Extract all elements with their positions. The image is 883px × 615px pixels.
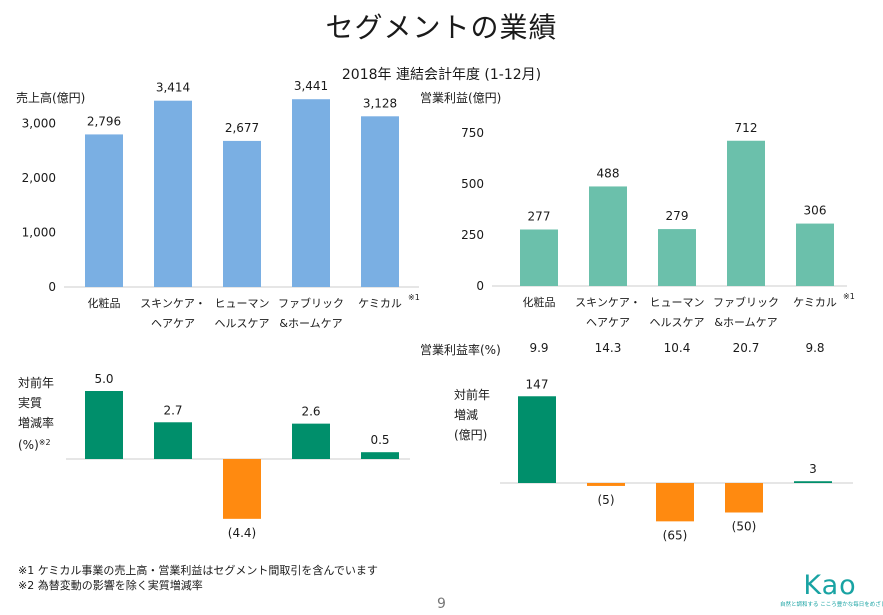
y-axis-title: 売上高(億円) xyxy=(16,90,85,105)
y-tick-label: 0 xyxy=(48,280,56,294)
bar xyxy=(292,423,330,459)
data-label: 3 xyxy=(809,462,817,476)
footnote: ※2 為替変動の影響を除く実質増減率 xyxy=(18,579,203,592)
category-label: スキンケア・ xyxy=(575,296,641,309)
bar xyxy=(727,140,765,286)
bar xyxy=(518,396,556,483)
operating-margin-row: 9.9 14.3 10.4 20.7 9.8 xyxy=(529,341,824,355)
category-label: ヘルスケア xyxy=(215,317,270,330)
data-label: 3,414 xyxy=(156,81,190,95)
category-label: ヘルスケア xyxy=(650,316,705,329)
category-label: ヘアケア xyxy=(586,316,630,329)
page-title: セグメントの業績 xyxy=(325,11,558,44)
data-label: 306 xyxy=(804,204,827,218)
data-label: 277 xyxy=(528,209,551,223)
growth-rate-chart: 5.0 2.7 (4.4) 2.6 0.5 xyxy=(66,372,410,540)
bar xyxy=(587,483,625,486)
bar xyxy=(85,391,123,459)
data-label: 2.7 xyxy=(163,403,182,417)
y-tick-label: 500 xyxy=(461,177,484,191)
y-axis-title: 営業利益(億円) xyxy=(420,91,501,105)
y-tick-label: 3,000 xyxy=(22,116,56,130)
category-label: ケミカル xyxy=(358,297,402,310)
category-label: ファブリック xyxy=(713,295,779,309)
footnote-marker: ※1 xyxy=(843,292,855,301)
y-tick-label: 1,000 xyxy=(22,225,56,239)
growth-ylabel-line: 実質 xyxy=(18,396,43,410)
bar xyxy=(223,140,261,287)
bar xyxy=(154,100,192,287)
data-label: 2,677 xyxy=(225,121,259,135)
kao-logo: Kao 自然と調和する こころ豊かな毎日をめざして xyxy=(780,570,883,609)
footnotes: ※1 ケミカル事業の売上高・営業利益はセグメント間取引を含んでいます ※2 為替… xyxy=(18,563,378,593)
bar xyxy=(658,229,696,286)
bar xyxy=(361,116,399,287)
growth-ylabel-unit: (%) xyxy=(18,438,39,452)
y-tick-label: 0 xyxy=(476,279,484,293)
income-change-chart: 147 (5) (65) (50) 3 xyxy=(500,377,853,542)
data-label: 3,441 xyxy=(294,79,328,93)
bar xyxy=(154,422,192,459)
category-label: スキンケア・ xyxy=(140,297,206,310)
data-label: 2,796 xyxy=(87,114,121,128)
growth-ylabel-note: ※2 xyxy=(38,438,51,447)
operating-margin-value: 10.4 xyxy=(664,341,691,355)
data-label: 3,128 xyxy=(363,96,397,110)
data-label: 5.0 xyxy=(94,372,113,386)
growth-ylabel: 対前年 実質 増減率 (%)※2 xyxy=(18,373,54,455)
data-label: (4.4) xyxy=(228,526,256,540)
bar xyxy=(292,99,330,287)
logo-tagline: 自然と調和する こころ豊かな毎日をめざして xyxy=(780,602,883,608)
operating-income-chart: 営業利益(億円) 0 250 500 750 277 化粧品 488 スキンケア・ヘアケア 279… xyxy=(420,91,855,329)
data-label: (65) xyxy=(663,528,688,542)
category-label: &ホームケア xyxy=(714,316,777,329)
data-label: 488 xyxy=(597,166,620,180)
data-label: 279 xyxy=(666,209,689,223)
category-label: ファブリック xyxy=(278,296,344,310)
category-label: ケミカル xyxy=(793,296,837,309)
data-label: 2.6 xyxy=(301,405,320,419)
data-label: 0.5 xyxy=(370,433,389,447)
bar xyxy=(520,229,558,286)
operating-margin-value: 9.9 xyxy=(529,341,548,355)
footnote: ※1 ケミカル事業の売上高・営業利益はセグメント間取引を含んでいます xyxy=(18,564,378,577)
category-label: 化粧品 xyxy=(88,296,121,310)
growth-ylabel-line: 対前年 xyxy=(18,376,55,390)
operating-margin-value: 9.8 xyxy=(805,341,824,355)
bar xyxy=(223,459,261,519)
bar xyxy=(85,134,123,287)
y-tick-label: 2,000 xyxy=(22,171,56,185)
operating-margin-label: 営業利益率(%) xyxy=(420,343,501,357)
data-label: (5) xyxy=(598,493,615,507)
operating-margin-value: 14.3 xyxy=(595,341,622,355)
logo-wordmark: Kao xyxy=(803,570,857,601)
y-tick-label: 250 xyxy=(461,228,484,242)
y-tick-label: 750 xyxy=(461,126,484,140)
category-label: &ホームケア xyxy=(279,317,342,330)
sales-chart: 売上高(億円) 0 1,000 2,000 3,000 2,796 化粧品 3,414 スキンケ… xyxy=(16,79,420,330)
bar xyxy=(656,483,694,522)
change-ylabel-line: 対前年 xyxy=(454,388,491,402)
data-label: 712 xyxy=(735,121,758,135)
growth-ylabel-line: 増減率 xyxy=(18,416,55,430)
category-label: ヘアケア xyxy=(151,317,195,330)
page-subtitle: 2018年 連結会計年度 (1-12月) xyxy=(341,67,542,83)
bar xyxy=(361,452,399,459)
change-ylabel-line: 増減 xyxy=(454,408,479,422)
change-ylabel: 対前年 増減 (億円) xyxy=(454,385,490,445)
bar xyxy=(796,223,834,286)
footnote-marker: ※1 xyxy=(408,293,420,302)
bar xyxy=(589,186,627,286)
bar xyxy=(794,481,832,483)
change-ylabel-line: (億円) xyxy=(454,428,488,442)
data-label: (50) xyxy=(732,520,757,534)
growth-ylabel-line: (%)※2 xyxy=(18,433,54,455)
operating-margin-value: 20.7 xyxy=(733,341,760,355)
data-label: 147 xyxy=(526,377,549,391)
page-number: 9 xyxy=(437,596,446,612)
category-label: 化粧品 xyxy=(523,295,556,309)
bar xyxy=(725,483,763,513)
category-label: ヒューマン xyxy=(650,296,705,309)
category-label: ヒューマン xyxy=(215,297,270,310)
